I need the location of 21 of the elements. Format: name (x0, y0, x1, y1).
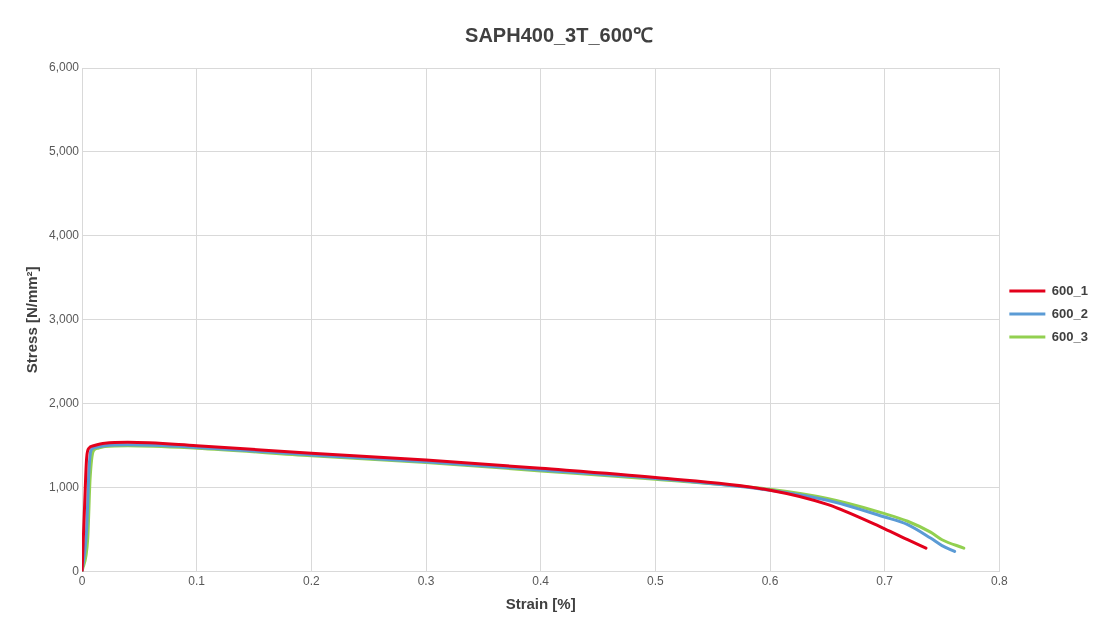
x-tick-label: 0.5 (647, 574, 665, 589)
x-tick-label: 0.7 (876, 574, 894, 589)
x-axis-title: Strain [%] (505, 595, 576, 613)
x-tick-label: 0.6 (761, 574, 779, 589)
x-tick-label: 0.3 (417, 574, 435, 589)
y-tick-label: 6,000 (49, 60, 80, 75)
y-tick-label: 1,000 (49, 479, 80, 494)
x-tick-label: 0.8 (991, 574, 1009, 589)
legend-label: 600_3 (1051, 328, 1089, 344)
legend-label: 600_2 (1051, 305, 1089, 321)
y-tick-label: 3,000 (49, 312, 80, 327)
y-tick-label: 0 (72, 563, 80, 578)
y-tick-label: 2,000 (49, 396, 80, 411)
chart-title: SAPH400_3T_600℃ (465, 23, 653, 46)
y-axis-title: Stress [N/mm²] (23, 266, 41, 374)
y-tick-label: 5,000 (49, 144, 80, 159)
x-tick-label: 0.1 (188, 574, 206, 589)
legend-label: 600_1 (1051, 282, 1089, 298)
y-tick-label: 4,000 (49, 228, 80, 243)
x-tick-label: 0.2 (303, 574, 321, 589)
x-tick-label: 0.4 (532, 574, 550, 589)
